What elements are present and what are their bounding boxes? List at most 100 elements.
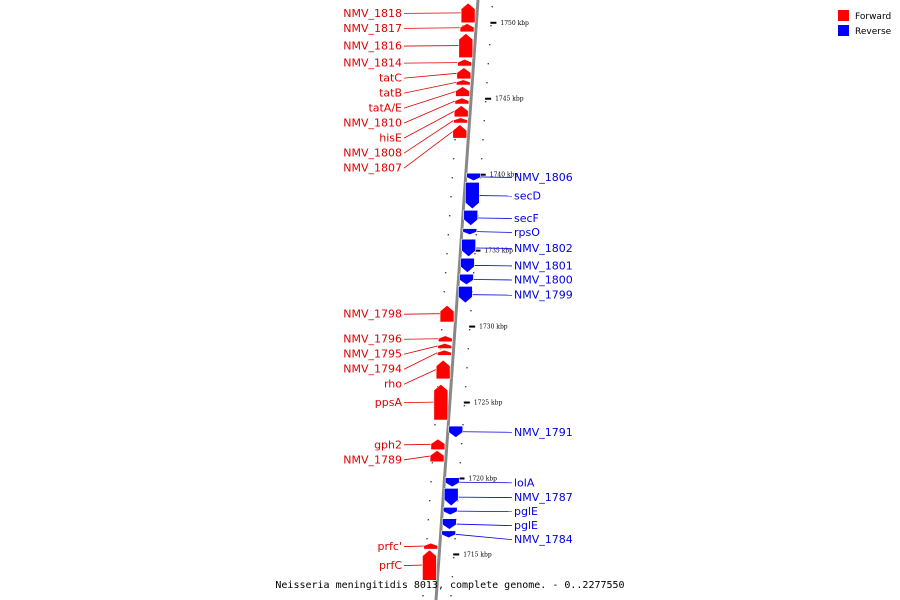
gene-arrow-nmv-1818[interactable] <box>460 2 476 24</box>
legend-swatch-forward <box>838 10 849 21</box>
tick-dot <box>490 25 492 27</box>
tick-dot <box>483 120 485 122</box>
tick-dot <box>450 595 452 597</box>
tick-dot <box>467 348 470 350</box>
gene-label-reverse[interactable]: NMV_1784 <box>514 533 573 546</box>
gene-label-forward[interactable]: hisE <box>379 132 402 145</box>
gene-label-forward[interactable]: prfc' <box>378 540 402 553</box>
gene-arrow-nmv-1789[interactable] <box>429 450 445 463</box>
gene-arrow-nmv-1814[interactable] <box>457 58 472 67</box>
gene-label-forward[interactable]: rho <box>384 378 402 391</box>
gene-label-reverse[interactable]: rpsO <box>514 226 540 239</box>
gene-label-forward[interactable]: tatC <box>379 72 402 85</box>
gene-label-reverse[interactable]: pglE <box>514 505 538 518</box>
gene-label-forward[interactable]: NMV_1796 <box>343 333 402 346</box>
leader-line <box>403 369 437 385</box>
gene-arrow-hise[interactable] <box>453 105 469 118</box>
gene-label-reverse[interactable]: lolA <box>514 476 535 489</box>
gene-arrow-nmv-1794[interactable] <box>437 349 452 356</box>
gene-arrow-nmv-1816[interactable] <box>458 33 474 59</box>
gene-label-forward[interactable]: tatA/E <box>368 102 402 115</box>
tick-dot <box>429 500 431 502</box>
gene-arrow-nmv-1796[interactable] <box>437 335 453 343</box>
leader-line <box>457 510 513 513</box>
gene-label-reverse[interactable]: NMV_1802 <box>514 242 573 255</box>
gene-arrow-nmv-1798[interactable] <box>439 304 455 323</box>
gene-label-forward[interactable]: prfC <box>379 559 402 572</box>
gene-label-forward[interactable]: tatB <box>379 87 402 100</box>
gene-arrow-prfc-[interactable] <box>423 542 439 550</box>
tick-dot <box>463 405 466 407</box>
gene-arrow-nmv-1807[interactable] <box>452 124 468 139</box>
gene-arrow-nmv-1800[interactable] <box>459 273 474 286</box>
leader-line <box>403 45 459 47</box>
gene-label-forward[interactable]: NMV_1808 <box>343 147 402 160</box>
gene-label-reverse[interactable]: NMV_1800 <box>514 273 573 286</box>
leader-line <box>472 294 513 296</box>
gene-arrow-nmv-1808[interactable] <box>453 117 468 124</box>
leader-line <box>403 545 424 547</box>
leader-line <box>474 265 513 267</box>
gene-arrow-nmv-1801[interactable] <box>460 257 475 274</box>
gene-label-reverse[interactable]: NMV_1787 <box>514 491 573 504</box>
gene-arrow-secd[interactable] <box>465 181 480 210</box>
kbp-tick <box>479 173 486 176</box>
gene-arrow-nmv-1806[interactable] <box>466 172 481 182</box>
gene-arrow-nmv-1784[interactable] <box>441 530 456 539</box>
gene-label-forward[interactable]: NMV_1807 <box>343 162 402 175</box>
gene-arrow-gph2[interactable] <box>430 438 446 450</box>
leader-line <box>455 533 513 541</box>
gene-label-reverse[interactable]: NMV_1801 <box>514 259 573 272</box>
gene-label-forward[interactable]: NMV_1789 <box>343 453 402 466</box>
gene-label-forward[interactable]: gph2 <box>374 438 402 451</box>
gene-arrow-nmv-1791[interactable] <box>448 425 464 438</box>
legend-swatch-reverse <box>838 25 849 36</box>
tick-dot <box>491 6 493 8</box>
tick-dot <box>448 215 451 217</box>
gene-arrow-nmv-1802[interactable] <box>461 238 476 258</box>
tick-dot <box>454 139 456 141</box>
gene-label-forward[interactable]: NMV_1817 <box>343 22 402 35</box>
gene-arrow-lola[interactable] <box>444 477 460 488</box>
gene-arrow-nmv-1810[interactable] <box>454 97 470 105</box>
gene-arrow-pgle[interactable] <box>442 507 458 516</box>
gene-label-forward[interactable]: NMV_1810 <box>343 117 402 130</box>
gene-arrow-rho[interactable] <box>435 359 451 380</box>
gene-label-forward[interactable]: ppsA <box>375 396 403 409</box>
gene-arrow-nmv-1799[interactable] <box>458 286 473 304</box>
gene-label-forward[interactable]: NMV_1814 <box>343 57 402 70</box>
gene-arrow-nmv-1787[interactable] <box>443 488 459 507</box>
gene-label-forward[interactable]: NMV_1795 <box>343 348 402 361</box>
gene-label-forward[interactable]: NMV_1816 <box>343 40 402 53</box>
gene-arrow-secf[interactable] <box>463 210 479 226</box>
gene-arrow-ppsa[interactable] <box>433 383 449 421</box>
gene-label-forward[interactable]: NMV_1798 <box>343 308 402 321</box>
gene-arrow-pgle[interactable] <box>442 518 457 530</box>
leader-line <box>403 401 434 404</box>
gene-label-reverse[interactable]: pglE <box>514 519 538 532</box>
gene-arrow-nmv-1817[interactable] <box>459 23 475 33</box>
gene-label-reverse[interactable]: secF <box>514 212 539 225</box>
gene-arrow-rpso[interactable] <box>462 228 478 236</box>
gene-arrow-nmv-1795[interactable] <box>437 342 453 349</box>
gene-label-reverse[interactable]: NMV_1791 <box>514 426 573 439</box>
gene-label-forward[interactable]: NMV_1818 <box>343 7 402 20</box>
gene-arrow-tatc[interactable] <box>456 67 472 80</box>
tick-dot <box>451 177 454 179</box>
tick-dot <box>422 595 424 597</box>
gene-arrow-tata-e[interactable] <box>455 86 470 97</box>
gene-label-reverse[interactable]: NMV_1799 <box>514 289 573 302</box>
leader-line <box>403 313 441 315</box>
gene-arrow-tatb[interactable] <box>455 79 471 86</box>
kbp-label: 1735 kbp <box>484 248 513 255</box>
leader-line <box>479 195 513 197</box>
gene-label-reverse[interactable]: NMV_1806 <box>514 171 573 184</box>
gene-labels: NMV_1818 NMV_1817 NMV_1816 NMV_1814 tatC tatB… <box>343 7 573 572</box>
tick-dot <box>480 158 483 160</box>
gene-label-forward[interactable]: NMV_1794 <box>343 363 402 376</box>
gene-label-reverse[interactable]: secD <box>514 190 541 203</box>
legend-label-reverse: Reverse <box>855 27 892 37</box>
gene-arrow-prfc[interactable] <box>422 549 437 581</box>
tick-dot <box>482 139 484 141</box>
legend-label-forward: Forward <box>855 12 891 22</box>
